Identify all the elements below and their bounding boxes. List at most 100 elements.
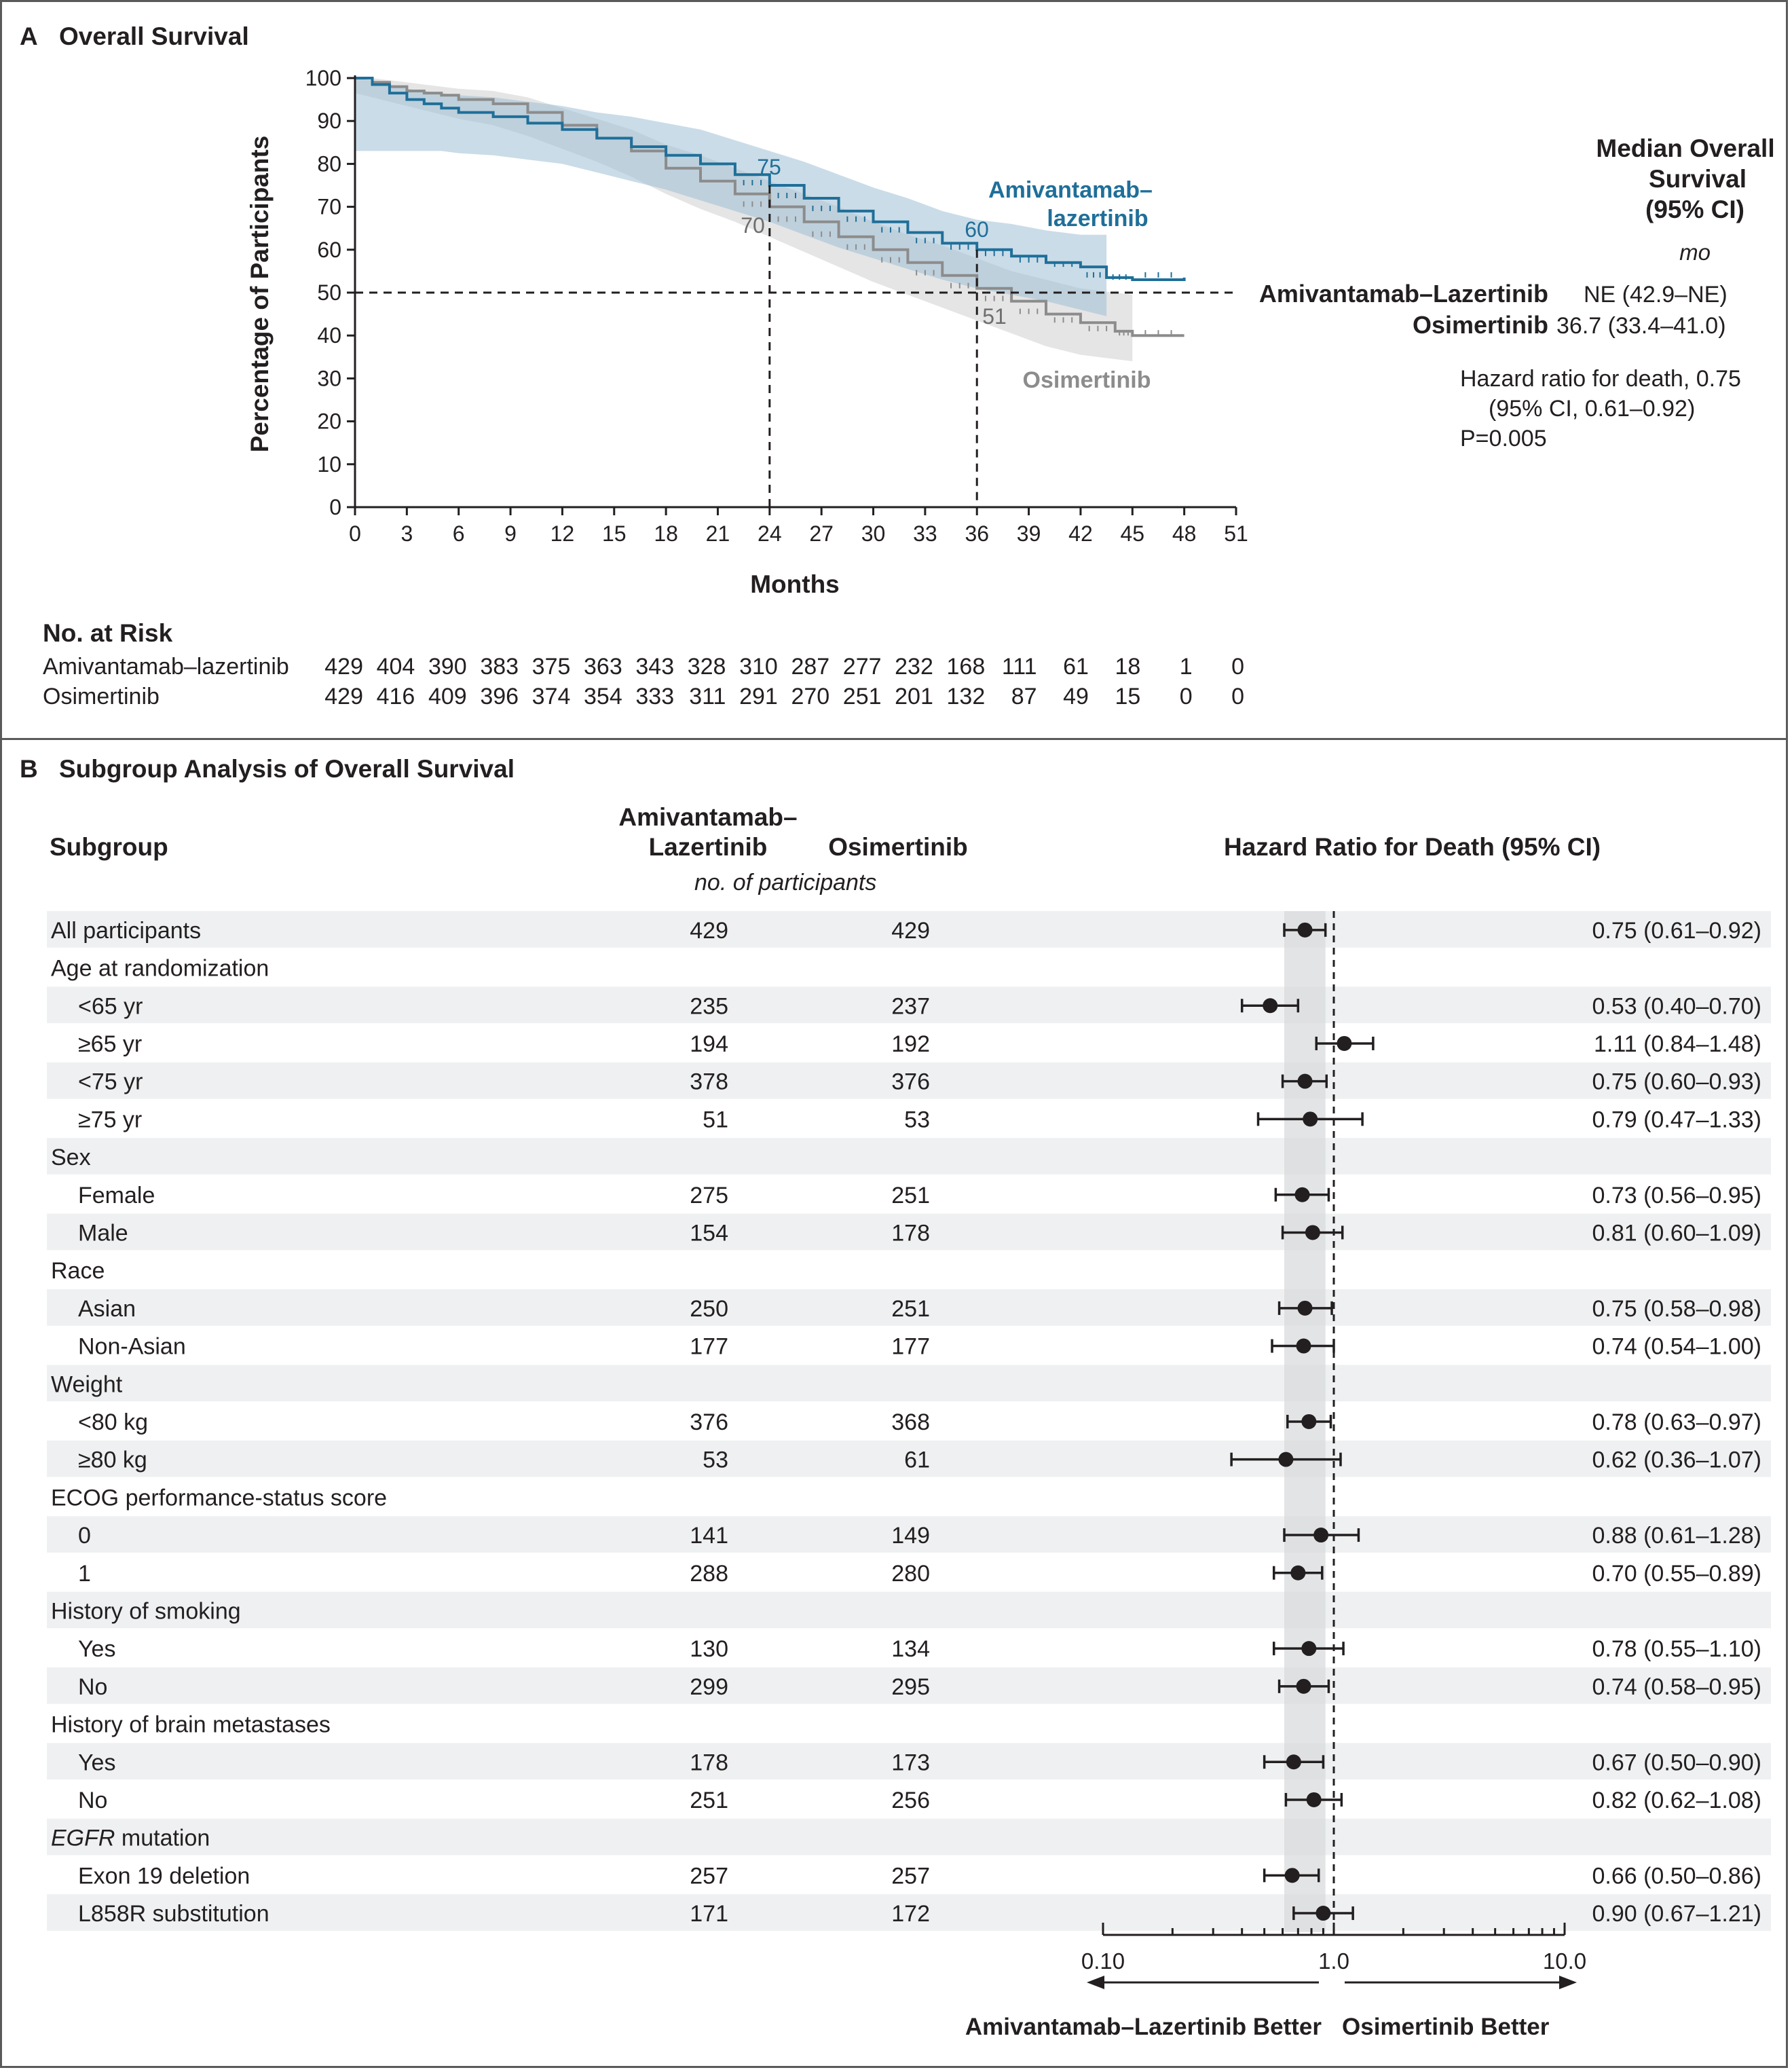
osi-count: 251 [891, 1296, 930, 1322]
panel-a-title: Overall Survival [59, 22, 249, 50]
hr-point [1297, 1300, 1313, 1316]
risk-value: 333 [635, 684, 674, 709]
subgroup-label: Exon 19 deletion [78, 1863, 250, 1889]
risk-value: 343 [635, 654, 674, 680]
risk-value: 383 [480, 654, 519, 680]
risk-value: 310 [739, 654, 778, 680]
osi-count: 429 [891, 918, 930, 944]
risk-value: 374 [532, 684, 571, 709]
risk-value: 132 [947, 684, 986, 709]
subgroup-label: History of smoking [51, 1598, 241, 1624]
ami-count: 251 [690, 1788, 728, 1813]
risk-value: 18 [1115, 654, 1140, 680]
ami-count: 235 [690, 993, 728, 1019]
survival-lines [355, 77, 1186, 337]
risk-value: 0 [1231, 654, 1244, 680]
median-row1-name: Amivantamab–Lazertinib [1259, 280, 1548, 308]
hr-text: 0.53 (0.40–0.70) [1592, 993, 1761, 1019]
series-label-amivantamab-1: Amivantamab– [988, 177, 1153, 203]
hr-text: 0.90 (0.67–1.21) [1592, 1901, 1761, 1927]
hr-text: 0.88 (0.61–1.28) [1592, 1523, 1761, 1549]
subgroup-label: ECOG performance-status score [51, 1485, 387, 1511]
hr-text: 1.11 (0.84–1.48) [1594, 1031, 1761, 1057]
osi-count: 237 [891, 993, 930, 1019]
subgroup-label: No [78, 1674, 107, 1700]
median-title-1: Median Overall [1596, 134, 1774, 162]
ami-count: 288 [690, 1561, 728, 1587]
x-tick-label: 0 [349, 521, 361, 546]
osi-count: 257 [891, 1863, 930, 1889]
hr-text: 0.67 (0.50–0.90) [1592, 1750, 1761, 1775]
hr-point [1296, 1338, 1311, 1354]
y-tick-label: 80 [317, 151, 341, 176]
subgroup-label: ≥80 kg [78, 1447, 147, 1473]
subgroup-label: History of brain metastases [51, 1712, 331, 1738]
annotation-ami-36: 60 [965, 217, 989, 242]
subgroup-label: Age at randomization [51, 956, 269, 982]
hr-point [1303, 1111, 1318, 1127]
risk-values: 429 404 390 383 375 363 343 328 310 287 277 232 168 1… [324, 654, 1244, 709]
ami-count: 154 [690, 1220, 728, 1246]
risk-value: 354 [584, 684, 622, 709]
ami-count: 275 [690, 1183, 728, 1208]
risk-row-name-ami: Amivantamab–lazertinib [43, 654, 289, 680]
annotation-osi-36: 51 [982, 304, 1007, 329]
forest-axis: 0.10 1.0 10.0 [1081, 911, 1586, 1989]
risk-value: 168 [947, 654, 986, 680]
col-ami-line2: Lazertinib [648, 833, 768, 861]
subgroup-label: <65 yr [78, 993, 143, 1019]
osi-count: 251 [891, 1183, 930, 1208]
risk-value: 1 [1180, 654, 1193, 680]
osi-count: 134 [891, 1636, 930, 1662]
x-tick-label: 27 [809, 521, 834, 546]
right-better-label: Osimertinib Better [1342, 2014, 1550, 2040]
hr-point [1313, 1528, 1329, 1543]
forest-plot: All participants 429 429 0.75 (0.61–0.92) Ag… [47, 911, 1771, 2040]
hr-text: 0.62 (0.36–1.07) [1592, 1447, 1761, 1473]
subgroup-label: All participants [51, 918, 201, 944]
subgroup-label: Weight [51, 1371, 123, 1397]
ci-band-osimertinib [355, 78, 1133, 362]
osi-count: 256 [891, 1788, 930, 1813]
ami-count: 177 [690, 1334, 728, 1360]
x-tick-label: 15 [602, 521, 627, 546]
risk-value: 61 [1063, 654, 1089, 680]
left-arrowhead [1087, 1976, 1104, 1989]
right-arrowhead [1559, 1976, 1577, 1989]
col-units: no. of participants [694, 870, 877, 895]
ami-count: 429 [690, 918, 728, 944]
hr-text: 0.74 (0.54–1.00) [1592, 1334, 1761, 1360]
subgroup-label: Yes [78, 1750, 115, 1775]
hr-point [1306, 1792, 1322, 1807]
row-stripe [47, 1440, 1771, 1477]
y-tick-label: 40 [317, 323, 341, 348]
x-tick-label: 33 [913, 521, 937, 546]
line-amivantamab [355, 77, 1186, 281]
risk-value: 396 [480, 684, 519, 709]
hr-text: 0.70 (0.55–0.89) [1592, 1561, 1761, 1587]
y-tick-label: 90 [317, 109, 341, 133]
y-tick-label: 50 [317, 280, 341, 305]
annotation-osi-24: 70 [741, 213, 765, 238]
forest-tick-label: 1.0 [1318, 1948, 1349, 1974]
hr-text: 0.73 (0.56–0.95) [1592, 1183, 1761, 1208]
median-row1-value: NE (42.9–NE) [1584, 282, 1728, 308]
left-better-label: Amivantamab–Lazertinib Better [965, 2014, 1322, 2040]
x-tick-label: 24 [758, 521, 782, 546]
subgroup-label: 0 [78, 1523, 91, 1549]
hr-text: 0.78 (0.55–1.10) [1592, 1636, 1761, 1662]
hr-point [1286, 1754, 1301, 1770]
y-tick-label: 100 [305, 66, 341, 90]
line-osimertinib [355, 77, 1184, 337]
row-stripe [47, 1516, 1771, 1553]
ci-bands [355, 78, 1133, 362]
row-stripe [47, 986, 1771, 1024]
row-stripes [47, 911, 1771, 1931]
row-stripe [47, 911, 1771, 948]
subgroup-label: Yes [78, 1636, 115, 1662]
row-stripe [47, 1062, 1771, 1099]
osi-count: 192 [891, 1031, 930, 1057]
better-labels: Amivantamab–Lazertinib Better Osimertini… [965, 2014, 1550, 2040]
